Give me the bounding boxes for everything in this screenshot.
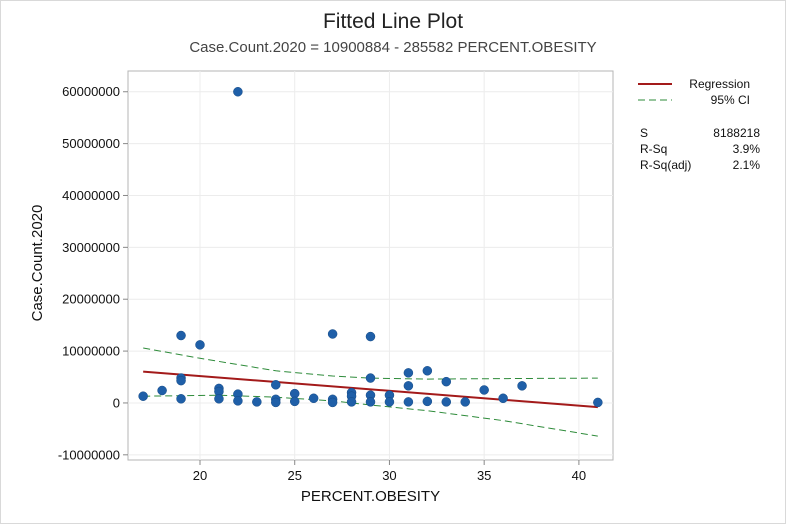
- legend-regression-label: Regression: [689, 77, 750, 91]
- data-point: [498, 393, 508, 404]
- data-point: [157, 385, 167, 396]
- stat-label: R-Sq: [640, 142, 667, 156]
- x-tick-label: 40: [572, 468, 586, 483]
- summary-stats: S 8188218 R-Sq 3.9% R-Sq(adj) 2.1%: [640, 126, 760, 172]
- y-tick-label: 60000000: [62, 84, 120, 99]
- data-point: [176, 375, 186, 386]
- data-point: [138, 391, 148, 401]
- x-tick-label: 35: [477, 468, 491, 483]
- data-point: [422, 396, 433, 407]
- data-point: [252, 397, 262, 407]
- data-point: [271, 397, 281, 408]
- y-axis-label: Case.Count.2020: [29, 205, 46, 322]
- data-point: [403, 381, 414, 391]
- data-point: [327, 329, 338, 339]
- x-tick-label: 30: [382, 468, 396, 483]
- data-point: [233, 396, 243, 406]
- data-point: [195, 340, 205, 350]
- y-tick-label: 0: [113, 395, 120, 410]
- data-point: [327, 397, 338, 408]
- x-tick-label: 25: [287, 468, 301, 483]
- data-point: [365, 397, 376, 407]
- y-tick-label: 50000000: [62, 136, 120, 151]
- y-tick-label: 30000000: [62, 240, 120, 255]
- data-point: [460, 397, 470, 407]
- data-point: [176, 330, 186, 341]
- data-point: [403, 368, 414, 378]
- x-axis-label: PERCENT.OBESITY: [301, 488, 440, 505]
- legend-ci-label: 95% CI: [711, 93, 750, 107]
- chart-subtitle: Case.Count.2020 = 10900884 - 285582 PERC…: [189, 39, 597, 56]
- ci-upper-line: [143, 347, 598, 380]
- y-ticks: -10000000 0 10000000 20000000 30000000 400000…: [58, 84, 128, 462]
- data-point: [346, 397, 357, 407]
- data-point: [365, 331, 376, 342]
- data-point: [214, 394, 224, 404]
- data-point: [289, 396, 300, 407]
- data-point: [233, 86, 243, 97]
- confidence-interval: [143, 347, 598, 437]
- data-points: [138, 86, 603, 408]
- data-point: [271, 380, 281, 390]
- data-point: [441, 397, 452, 407]
- stat-value: 2.1%: [733, 158, 761, 172]
- legend: Regression 95% CI: [638, 77, 750, 107]
- y-tick-label: -10000000: [58, 447, 120, 462]
- data-point: [422, 366, 433, 376]
- y-tick-label: 40000000: [62, 188, 120, 203]
- stat-label: S: [640, 126, 648, 140]
- data-point: [517, 381, 527, 391]
- data-point: [479, 385, 489, 395]
- chart-title: Fitted Line Plot: [322, 10, 464, 33]
- data-point: [384, 397, 395, 407]
- x-tick-label: 20: [193, 468, 207, 483]
- x-ticks: 20 25 30 35 40: [193, 460, 586, 483]
- regression-line: [143, 370, 598, 409]
- stat-label: R-Sq(adj): [640, 158, 691, 172]
- stat-value: 3.9%: [733, 142, 761, 156]
- data-point: [593, 397, 603, 408]
- data-point: [176, 394, 186, 404]
- data-point: [308, 393, 319, 404]
- y-tick-label: 10000000: [62, 344, 120, 359]
- stat-value: 8188218: [713, 126, 760, 140]
- data-point: [365, 373, 376, 383]
- regression: [143, 370, 598, 409]
- gridlines: [128, 71, 613, 460]
- data-point: [403, 397, 414, 407]
- data-point: [441, 376, 452, 387]
- y-tick-label: 20000000: [62, 292, 120, 307]
